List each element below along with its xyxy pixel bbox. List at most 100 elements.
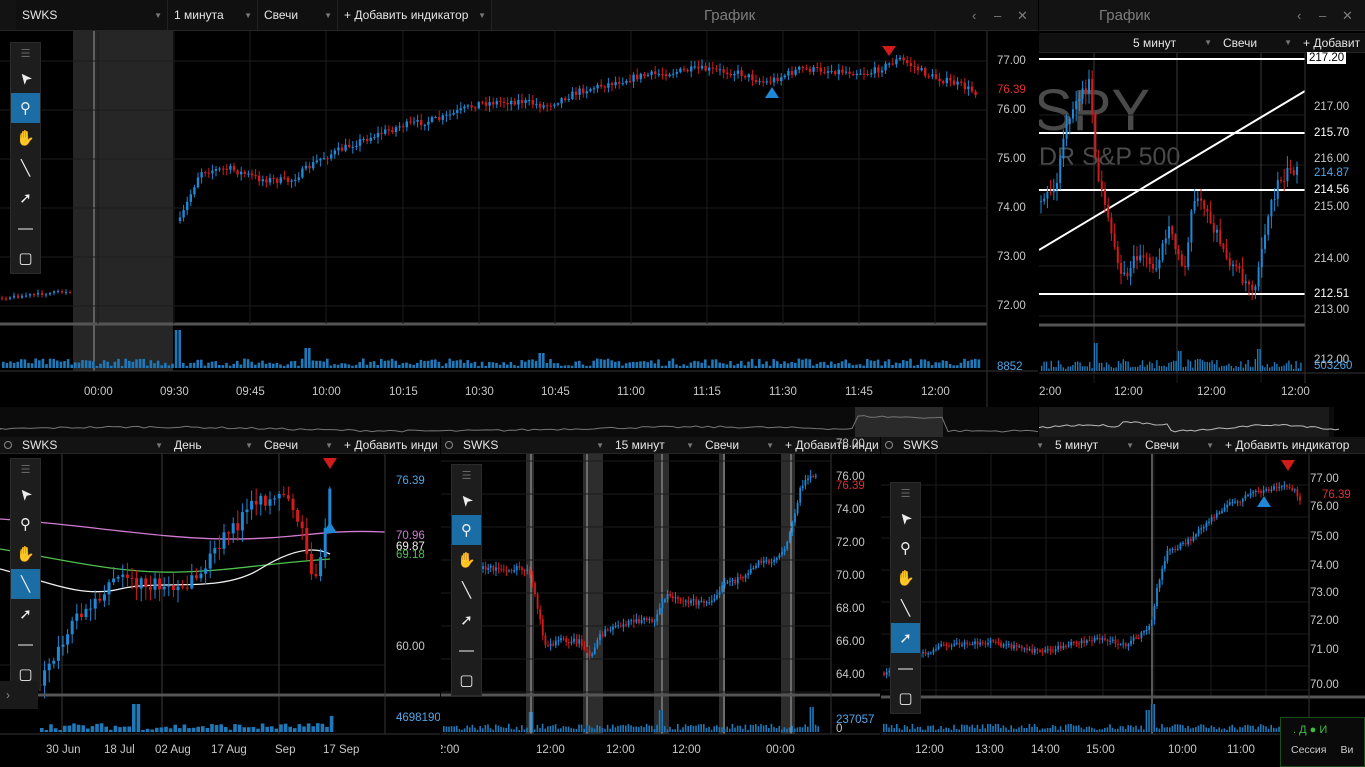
prev-icon[interactable]: ‹ <box>1297 8 1302 23</box>
link-dot-icon[interactable] <box>885 441 893 449</box>
volume-bar <box>224 726 228 732</box>
candle <box>976 641 979 645</box>
symbol-select[interactable]: SWKS ▼ <box>463 438 604 452</box>
chart-type-select[interactable]: Свечи ▼ <box>1223 35 1292 50</box>
zoom-icon[interactable]: ⚲ <box>11 93 40 123</box>
interval-select[interactable]: 5 минут ▼ <box>1133 35 1212 50</box>
navigator-window[interactable] <box>1039 407 1329 437</box>
m15-price-chart[interactable] <box>441 454 880 767</box>
toolbar-grip-icon[interactable]: ☰ <box>20 47 31 60</box>
ray-arrow-icon[interactable]: ➚ <box>19 606 32 623</box>
sma-value-violet: 70.96 <box>396 530 425 542</box>
candle <box>211 170 214 174</box>
candle <box>337 147 340 151</box>
volume-bar <box>692 725 695 732</box>
volume-bar <box>708 726 710 732</box>
zoom-icon[interactable]: ⚲ <box>20 516 31 533</box>
candle <box>955 642 958 644</box>
hand-pan-icon[interactable]: ✋ <box>16 546 35 563</box>
volume-bar <box>1264 367 1266 371</box>
volume-bar <box>1197 358 1199 371</box>
candle <box>409 121 412 123</box>
line-tool-icon[interactable]: ╲ <box>20 160 31 177</box>
close-icon[interactable]: ✕ <box>1017 8 1028 23</box>
candle <box>1226 504 1229 508</box>
add-indicator-button[interactable]: + Добавить инди <box>344 438 438 452</box>
candle <box>1145 257 1148 259</box>
collapse-handle[interactable]: › <box>0 681 38 709</box>
rectangle-tool-icon[interactable]: ▢ <box>898 690 913 707</box>
ray-arrow-icon[interactable]: ➚ <box>19 190 32 207</box>
candle <box>217 548 221 550</box>
volume-bar <box>142 358 145 368</box>
rectangle-tool-icon[interactable]: ▢ <box>459 672 474 689</box>
prev-icon[interactable]: ‹ <box>972 8 977 23</box>
line-tool-icon[interactable]: ╲ <box>900 600 911 617</box>
hline-tool-icon[interactable]: — <box>18 635 33 653</box>
chart-type-select[interactable]: Свечи ▼ <box>1145 438 1214 452</box>
candle <box>733 73 736 76</box>
add-indicator-button[interactable]: + Добавит <box>1303 35 1361 50</box>
hline-tool-icon[interactable]: — <box>459 641 474 659</box>
main-price-chart[interactable] <box>0 31 1038 437</box>
volume-bar <box>1072 364 1074 371</box>
volume-bar <box>1050 360 1052 371</box>
ray-arrow-icon[interactable]: ➚ <box>891 623 920 653</box>
hand-pan-icon[interactable]: ✋ <box>896 570 915 587</box>
candle <box>589 89 592 92</box>
volume-bar <box>1239 726 1241 732</box>
ray-arrow-icon[interactable]: ➚ <box>460 612 473 629</box>
toolbar-grip-icon[interactable]: ☰ <box>900 487 911 500</box>
interval-select[interactable]: 1 минута ▼ <box>168 0 258 30</box>
close-icon[interactable]: ✕ <box>1342 8 1353 23</box>
hand-pan-icon[interactable]: ✋ <box>16 130 35 147</box>
symbol-select[interactable]: SWKS ▼ <box>903 438 1044 452</box>
add-indicator-button[interactable]: + Добавить инди <box>785 438 879 452</box>
line-tool-icon[interactable]: ╲ <box>461 582 472 599</box>
candle <box>883 672 885 675</box>
volume-bar <box>1278 366 1280 371</box>
candle <box>929 652 932 654</box>
volume-bar <box>131 361 135 368</box>
symbol-select[interactable]: SWKS ▼ <box>16 0 168 30</box>
volume-bar <box>470 363 473 368</box>
zoom-icon[interactable]: ⚲ <box>452 515 481 545</box>
candle <box>1057 645 1060 650</box>
hline-tool-icon[interactable]: — <box>18 219 33 237</box>
navigator-window[interactable] <box>855 407 943 437</box>
hand-pan-icon[interactable]: ✋ <box>457 552 476 569</box>
candle <box>1187 242 1190 268</box>
rectangle-tool-icon[interactable]: ▢ <box>18 666 33 683</box>
session-widget[interactable]: . Д ● И Сессия Ви <box>1280 717 1365 767</box>
minimize-icon[interactable]: – <box>1319 8 1327 23</box>
volume-bar <box>989 723 992 732</box>
toolbar-grip-icon[interactable]: ☰ <box>461 469 472 482</box>
hline-tool-icon[interactable]: — <box>898 659 913 677</box>
volume-bar <box>461 729 463 732</box>
daily-price-chart[interactable] <box>0 454 440 767</box>
zoom-icon[interactable]: ⚲ <box>900 540 911 557</box>
toolbar-grip-icon[interactable]: ☰ <box>20 463 31 476</box>
chart-type-select[interactable]: Свечи ▼ <box>705 438 774 452</box>
link-dot-icon[interactable] <box>445 441 453 449</box>
candle <box>1148 257 1151 265</box>
chart-type-select[interactable]: Свечи ▼ <box>264 438 333 452</box>
candle <box>1023 648 1026 650</box>
interval-select[interactable]: 15 минут ▼ <box>615 438 694 452</box>
price-tick: 60.00 <box>396 641 425 653</box>
volume-bar <box>527 359 531 368</box>
add-indicator-button[interactable]: + Добавить индикатор <box>1225 438 1350 452</box>
line-tool-icon[interactable]: ╲ <box>11 569 40 599</box>
spy-price-chart[interactable]: SPY DR S&P 500 <box>1039 53 1365 437</box>
minimize-icon[interactable]: – <box>994 8 1002 23</box>
link-dot-icon[interactable] <box>4 441 12 449</box>
rectangle-tool-icon[interactable]: ▢ <box>18 250 33 267</box>
symbol-select[interactable]: SWKS ▼ <box>22 438 163 452</box>
add-indicator-button[interactable]: + Добавить индикатор ▼ <box>338 0 492 30</box>
trend-line[interactable] <box>1039 90 1306 251</box>
chart-type-select[interactable]: Свечи ▼ <box>258 0 338 30</box>
interval-select[interactable]: 5 минут ▼ <box>1055 438 1134 452</box>
chevron-down-icon: ▼ <box>1204 38 1212 47</box>
interval-select[interactable]: День ▼ <box>174 438 253 452</box>
candle <box>773 559 776 563</box>
